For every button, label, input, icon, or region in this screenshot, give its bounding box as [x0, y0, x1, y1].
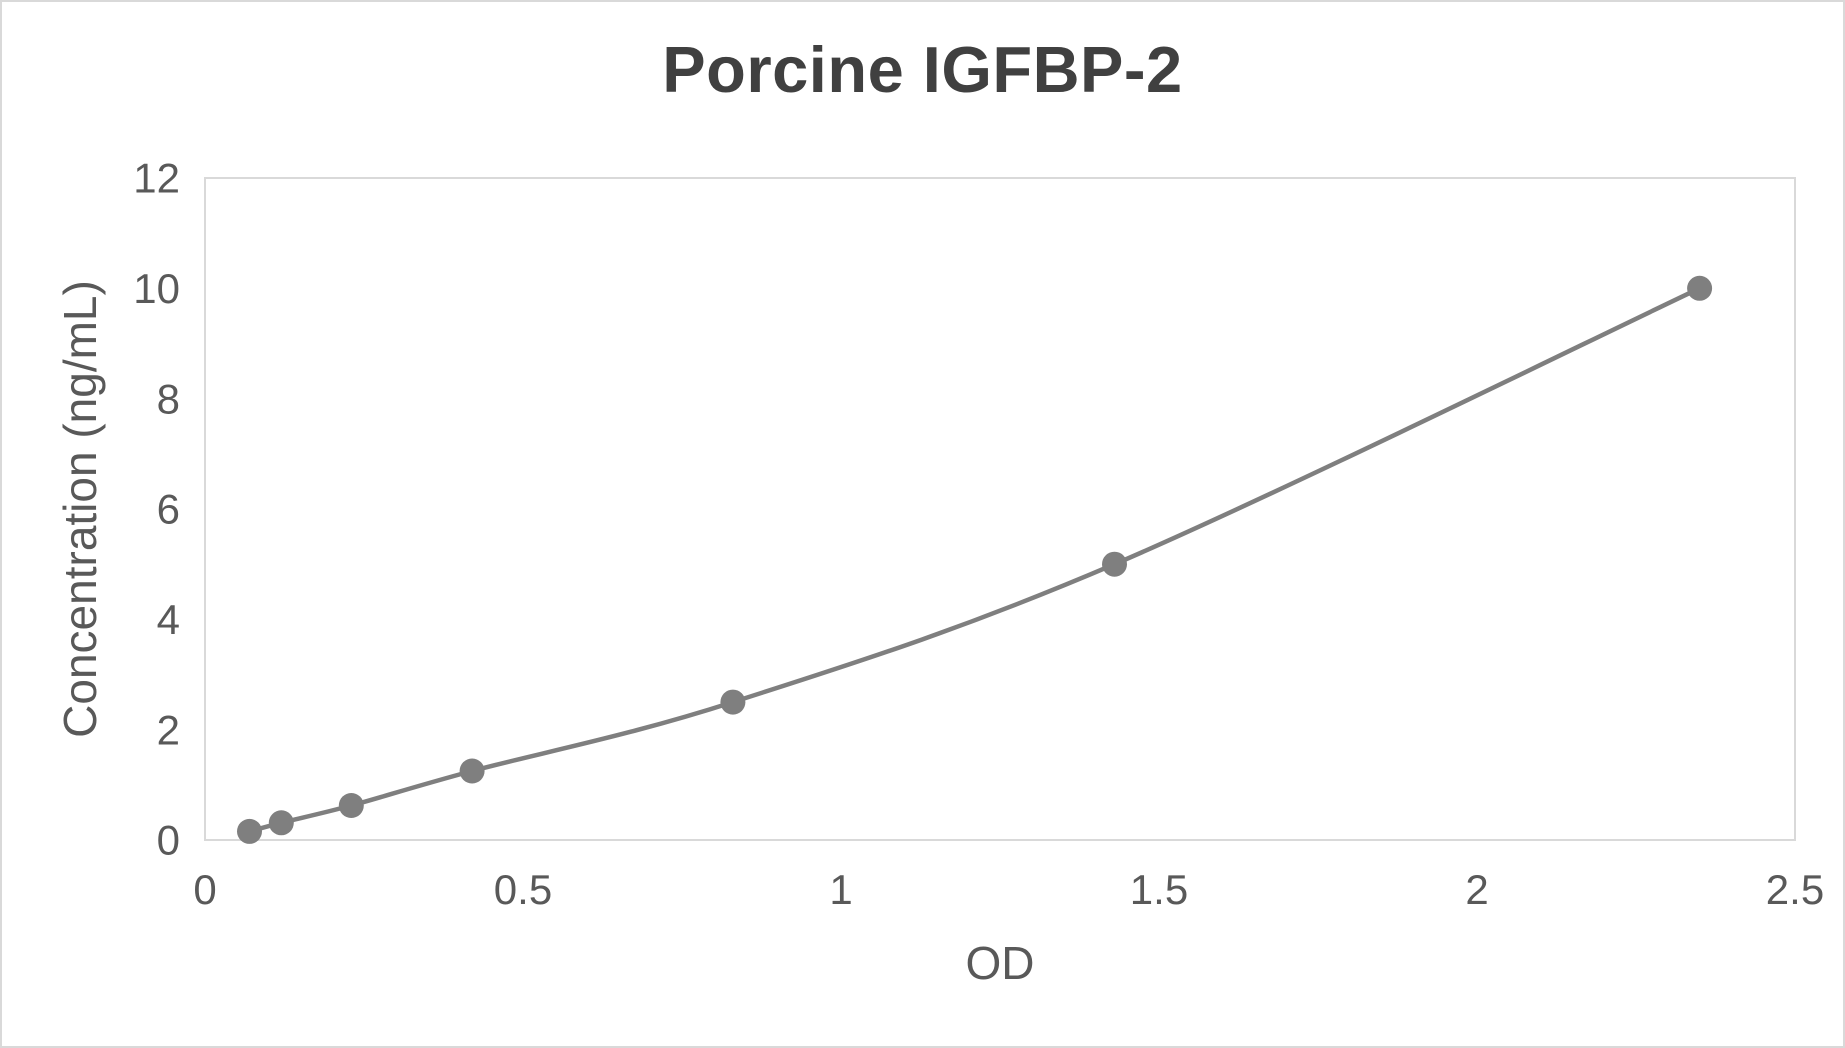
y-tick-label: 8 [157, 375, 180, 422]
data-point-marker [268, 810, 294, 836]
y-tick-label: 12 [133, 155, 180, 202]
y-tick-label: 6 [157, 486, 180, 533]
data-point-marker [720, 689, 746, 715]
y-tick-label: 4 [157, 596, 180, 643]
data-point-marker [338, 793, 364, 818]
x-tick-label: 1.5 [1130, 866, 1188, 913]
data-point-marker [1687, 275, 1713, 301]
data-point-marker [459, 758, 485, 784]
x-tick-label: 2.5 [1766, 866, 1824, 913]
x-tick-label: 1 [829, 866, 852, 913]
y-tick-label: 2 [157, 706, 180, 753]
x-tick-label: 2 [1465, 866, 1488, 913]
data-point-marker [237, 818, 262, 844]
y-tick-label: 10 [133, 265, 180, 312]
chart-title: Porcine IGFBP-2 [662, 33, 1183, 106]
standard-curve-line [247, 286, 1702, 834]
y-tick-label: 0 [157, 817, 180, 864]
x-tick-label: 0.5 [494, 866, 552, 913]
plot-area [204, 177, 1796, 841]
x-axis-title: OD [965, 937, 1035, 989]
x-tick-label: 0 [193, 866, 216, 913]
data-point-marker [1102, 551, 1127, 577]
